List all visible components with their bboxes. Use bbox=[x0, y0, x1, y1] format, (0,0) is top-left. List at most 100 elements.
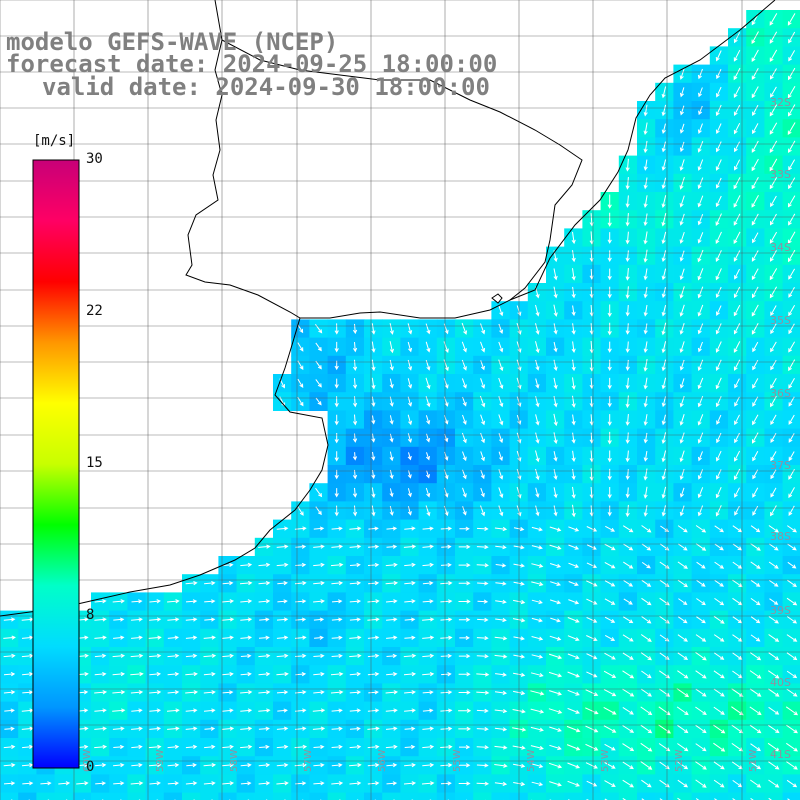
wind-arrow bbox=[734, 505, 740, 516]
lon-label: 60W bbox=[82, 749, 93, 772]
wind-arrow bbox=[297, 378, 304, 389]
wind-arrow bbox=[733, 86, 741, 99]
wind-arrow bbox=[148, 762, 162, 768]
wind-arrow bbox=[643, 122, 648, 136]
wind-arrow bbox=[185, 744, 198, 750]
wind-arrow bbox=[548, 762, 563, 769]
field-cell bbox=[291, 792, 310, 800]
wind-arrow bbox=[643, 268, 648, 281]
wind-arrow bbox=[185, 653, 198, 659]
field-cell bbox=[618, 792, 638, 800]
field-cell bbox=[746, 792, 765, 800]
wind-arrow bbox=[404, 635, 416, 640]
wind-arrow bbox=[768, 616, 779, 624]
wind-arrow bbox=[167, 653, 180, 659]
wind-arrow bbox=[368, 526, 379, 531]
wind-arrow bbox=[697, 341, 703, 353]
field-cell bbox=[218, 792, 238, 800]
wind-arrow bbox=[643, 195, 648, 208]
wind-arrow bbox=[443, 359, 449, 372]
wind-arrow bbox=[788, 414, 795, 425]
colorbar-tick-22: 22 bbox=[86, 303, 103, 319]
coastline-path bbox=[0, 317, 329, 617]
wind-arrow bbox=[679, 176, 685, 190]
wind-arrow bbox=[752, 432, 759, 444]
wind-arrow bbox=[422, 744, 435, 750]
wind-arrow bbox=[697, 159, 704, 171]
wind-arrow bbox=[548, 708, 563, 714]
wind-arrow bbox=[643, 341, 648, 354]
wind-arrow bbox=[313, 653, 325, 659]
wind-arrow bbox=[788, 177, 796, 190]
wind-arrow bbox=[130, 690, 144, 695]
wind-arrow bbox=[334, 341, 339, 353]
wind-arrow bbox=[458, 763, 471, 768]
wind-arrow bbox=[352, 414, 358, 426]
wind-arrow bbox=[678, 598, 688, 606]
wind-arrow bbox=[640, 724, 653, 734]
wind-arrow bbox=[149, 690, 162, 695]
wind-arrow bbox=[131, 762, 143, 768]
wind-arrow bbox=[751, 177, 759, 190]
wind-arrow bbox=[731, 742, 744, 752]
wind-arrow bbox=[751, 68, 759, 81]
wind-arrow bbox=[661, 195, 667, 209]
wind-arrow bbox=[149, 671, 162, 677]
wind-arrow bbox=[258, 562, 271, 568]
wind-arrow bbox=[407, 488, 412, 498]
field-cell bbox=[345, 792, 365, 800]
wind-arrow bbox=[459, 635, 470, 641]
wind-arrow bbox=[622, 761, 634, 770]
wind-arrow bbox=[498, 341, 504, 353]
wind-arrow bbox=[640, 688, 652, 697]
wind-arrow bbox=[258, 690, 271, 695]
wind-arrow bbox=[422, 581, 434, 586]
wind-arrow bbox=[368, 690, 379, 695]
wind-arrow bbox=[677, 743, 689, 752]
wind-arrow bbox=[768, 706, 780, 715]
wind-arrow bbox=[787, 561, 797, 569]
wind-arrow bbox=[349, 635, 362, 640]
wind-arrow bbox=[622, 779, 634, 788]
wind-arrow bbox=[352, 359, 358, 372]
wind-arrow bbox=[788, 31, 796, 44]
wind-arrow bbox=[679, 87, 685, 98]
wind-arrow bbox=[149, 653, 162, 658]
wind-arrow bbox=[203, 708, 216, 713]
field-cell bbox=[0, 792, 19, 800]
wind-arrow bbox=[751, 140, 759, 153]
wind-arrow bbox=[679, 323, 685, 335]
wind-arrow bbox=[531, 545, 543, 550]
wind-arrow bbox=[531, 654, 544, 659]
wind-arrow bbox=[441, 544, 452, 549]
wind-arrow bbox=[331, 580, 344, 586]
wind-arrow bbox=[623, 543, 634, 551]
wind-arrow bbox=[440, 744, 453, 750]
wind-arrow bbox=[697, 323, 704, 335]
wind-arrow bbox=[641, 579, 652, 587]
wind-arrow bbox=[386, 671, 398, 677]
wind-arrow bbox=[553, 432, 558, 445]
wind-arrow bbox=[679, 487, 685, 498]
wind-arrow bbox=[715, 505, 722, 517]
wind-arrow bbox=[661, 450, 667, 463]
field-cell bbox=[527, 792, 547, 800]
field-cell bbox=[764, 792, 784, 800]
lat-label: 39S bbox=[770, 604, 791, 617]
wind-arrow bbox=[404, 562, 416, 568]
wind-arrow bbox=[550, 617, 561, 623]
wind-arrow bbox=[386, 763, 398, 768]
wind-arrow bbox=[786, 779, 798, 788]
wind-arrow bbox=[733, 231, 741, 245]
grid-labels: 32S 33S 34S 35S 36S 37S 38S 39S 40S 41S 60W 59W 58W 5… bbox=[82, 96, 791, 772]
wind-arrow bbox=[277, 599, 288, 604]
wind-arrow bbox=[786, 742, 798, 752]
wind-arrow bbox=[695, 779, 707, 788]
wind-arrow bbox=[404, 580, 416, 586]
wind-arrow bbox=[440, 690, 453, 695]
wind-arrow bbox=[640, 634, 652, 642]
wind-arrow bbox=[715, 323, 722, 335]
wind-arrow bbox=[661, 486, 667, 499]
wind-arrow bbox=[695, 688, 707, 697]
wind-arrow bbox=[530, 745, 544, 750]
